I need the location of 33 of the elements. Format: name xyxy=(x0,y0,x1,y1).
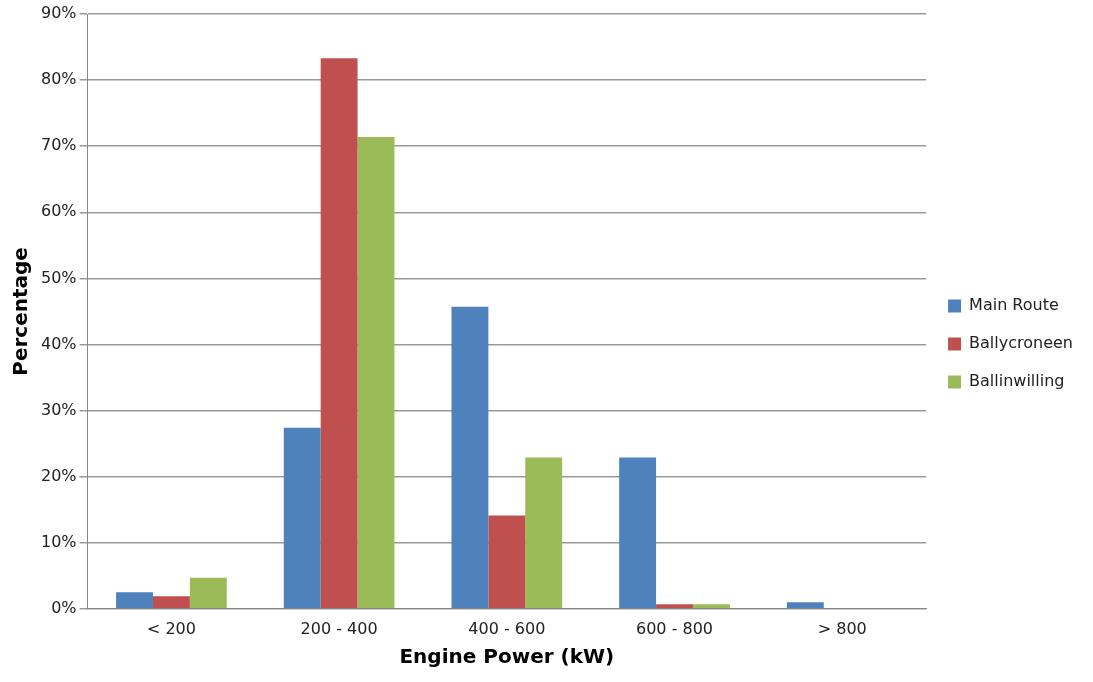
y-tick-label: 70% xyxy=(41,135,77,155)
bar xyxy=(656,604,693,609)
bar xyxy=(525,457,563,609)
y-tick-label: 10% xyxy=(41,531,77,551)
bar xyxy=(619,457,657,609)
x-tick-label: 600 - 800 xyxy=(636,618,714,638)
x-tick-label: 200 - 400 xyxy=(300,618,378,638)
bar xyxy=(451,306,489,609)
legend-label: Main Route xyxy=(969,295,1059,315)
bar xyxy=(786,602,824,609)
x-tick-label: 400 - 600 xyxy=(468,618,546,638)
bar xyxy=(692,604,730,609)
bar xyxy=(320,58,358,609)
y-tick-label: 50% xyxy=(41,267,77,287)
y-tick-label: 90% xyxy=(41,3,77,23)
bar xyxy=(488,515,526,609)
y-tick-label: 20% xyxy=(41,465,77,485)
bar xyxy=(189,577,227,609)
bar xyxy=(152,596,190,609)
x-tick-label: > 800 xyxy=(817,618,867,638)
y-tick-label: 80% xyxy=(41,69,77,89)
x-axis-title: Engine Power (kW) xyxy=(399,644,615,669)
y-tick-label: 60% xyxy=(41,201,77,221)
y-tick-label: 0% xyxy=(51,597,77,617)
y-tick-label: 40% xyxy=(41,333,77,353)
bar xyxy=(357,136,395,609)
bar xyxy=(283,427,321,609)
legend-label: Ballycroneen xyxy=(969,333,1073,353)
bar xyxy=(116,592,153,609)
legend-label: Ballinwilling xyxy=(969,371,1065,391)
y-axis-title: Percentage xyxy=(8,247,33,376)
x-tick-label: < 200 xyxy=(146,618,196,638)
y-tick-label: 30% xyxy=(41,399,77,419)
